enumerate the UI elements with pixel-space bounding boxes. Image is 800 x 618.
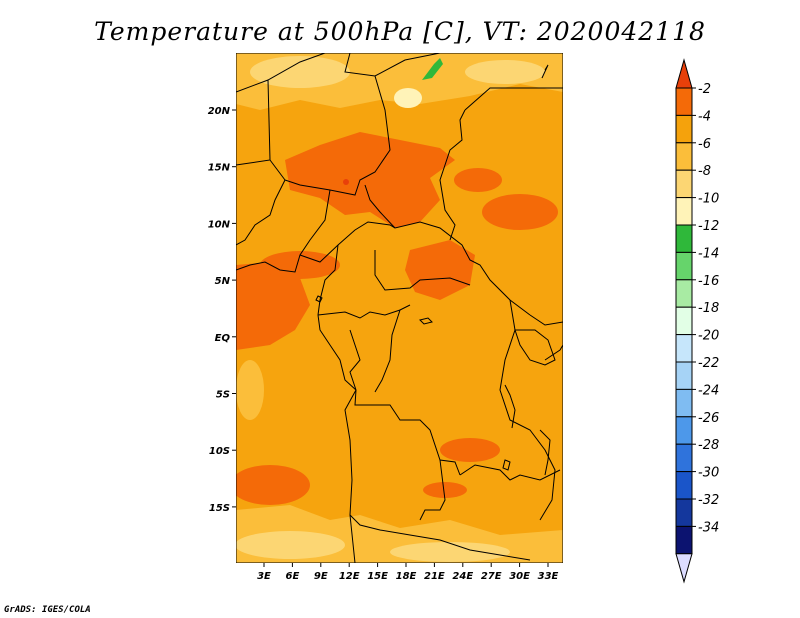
colorbar-segment — [675, 169, 693, 199]
lon-tick-label: 21E — [424, 571, 445, 582]
lat-tick-label: 5S — [216, 390, 230, 401]
colorbar-label: -20 — [698, 329, 719, 344]
colorbar-label: -2 — [698, 82, 711, 97]
lon-tick-label: 27E — [481, 571, 502, 582]
field-cooler-south-1 — [236, 531, 345, 559]
field-warm-nigeria — [260, 251, 340, 279]
colorbar-label: -4 — [698, 109, 711, 124]
colorbar: -2 -4 -6 -8 -10 -12 -14 -16 -18 -20 -22 -24 -26 -28 -3… — [675, 58, 719, 584]
map-panel — [236, 53, 563, 563]
lat-tick-label: 5N — [215, 276, 231, 287]
grads-credit: GrADS: IGES/COLA — [4, 605, 91, 615]
colorbar-bottom-triangle — [675, 553, 693, 584]
colorbar-segment — [675, 388, 693, 418]
field-cooler-south-2 — [390, 542, 510, 562]
colorbar-segment — [675, 224, 693, 253]
colorbar-label: -22 — [698, 356, 719, 371]
lon-tick-label: 9E — [314, 571, 328, 582]
colorbar-segment — [675, 416, 693, 445]
lon-tick-label: 24E — [452, 571, 473, 582]
colorbar-segment — [675, 498, 693, 527]
colorbar-label: -18 — [698, 301, 719, 316]
chart-title: Temperature at 500hPa [C], VT: 202004211… — [94, 17, 706, 46]
field-warm-sahel-3 — [454, 168, 502, 192]
colorbar-segment — [675, 142, 693, 171]
colorbar-segment — [675, 443, 693, 473]
colorbar-label: -10 — [698, 192, 719, 207]
field-warm-south-3 — [423, 482, 467, 498]
lat-tick-label: EQ — [215, 333, 231, 344]
colorbar-segment — [675, 361, 693, 390]
colorbar-label: -8 — [698, 164, 711, 179]
colorbar-segment — [675, 334, 693, 363]
lon-tick-label: 18E — [396, 571, 417, 582]
colorbar-label: -12 — [698, 219, 719, 234]
colorbar-label: -26 — [698, 411, 719, 426]
colorbar-segment — [675, 279, 693, 308]
colorbar-label: -24 — [698, 383, 719, 398]
lon-tick-label: 3E — [257, 571, 271, 582]
colorbar-label: -16 — [698, 274, 719, 289]
colorbar-segment — [675, 525, 693, 555]
field-coolest-north — [394, 88, 422, 108]
lat-tick-label: 10N — [208, 219, 231, 230]
lat-tick-label: 15S — [209, 503, 230, 514]
colorbar-segment — [675, 114, 693, 144]
colorbar-label: -32 — [698, 493, 719, 508]
lon-tick-label: 15E — [367, 571, 388, 582]
colorbar-segment — [675, 251, 693, 281]
colorbar-label: -28 — [698, 438, 719, 453]
lon-tick-label: 33E — [538, 571, 559, 582]
field-warm-gulf — [236, 262, 310, 350]
country-boundaries — [236, 53, 563, 563]
lat-tick-label: 20N — [208, 106, 231, 117]
latitude-axis: 20N 15N 10N 5N EQ 5S 10S 15S — [208, 106, 236, 514]
field-warm-sahel-2 — [482, 194, 558, 230]
field-green-patch — [422, 58, 443, 80]
field-warm-south-1 — [236, 465, 310, 505]
field-warmest-spot — [343, 179, 349, 185]
colorbar-label: -6 — [698, 137, 711, 152]
field-warm-south-2 — [440, 438, 500, 462]
colorbar-label: -14 — [698, 246, 719, 261]
colorbar-segment — [675, 87, 693, 116]
lat-tick-label: 10S — [209, 446, 230, 457]
colorbar-segment — [675, 471, 693, 500]
colorbar-label: -30 — [698, 466, 719, 481]
lon-tick-label: 6E — [286, 571, 300, 582]
field-cooler-north-1 — [250, 56, 350, 88]
field-warm-car — [405, 240, 475, 300]
colorbar-segment — [675, 306, 693, 336]
lon-tick-label: 30E — [509, 571, 530, 582]
colorbar-segment — [675, 197, 693, 226]
field-warm-sahel-1 — [285, 132, 455, 228]
field-cooler-north-2 — [465, 60, 545, 84]
colorbar-label: -34 — [698, 520, 719, 535]
lat-tick-label: 15N — [208, 163, 231, 174]
colorbar-top-triangle — [675, 58, 693, 89]
longitude-axis: 3E 6E 9E 12E 15E 18E 21E 24E 27E 30E 33E — [257, 563, 559, 582]
lon-tick-label: 12E — [339, 571, 360, 582]
field-cool-west — [236, 360, 264, 420]
